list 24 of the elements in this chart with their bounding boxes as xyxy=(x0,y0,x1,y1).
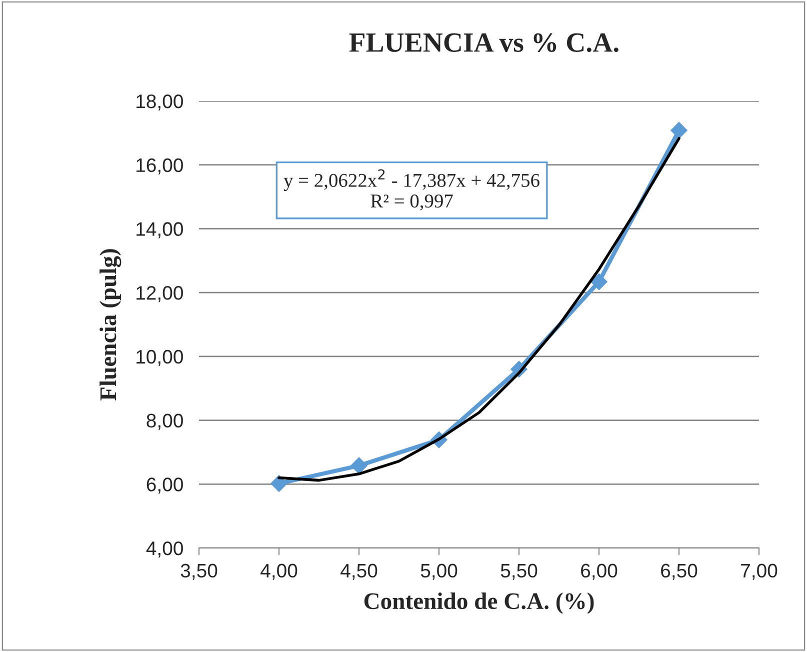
point xyxy=(270,475,288,492)
y-axis-title: Fluencia (pulg) xyxy=(100,249,122,401)
x-tick-label: 3,50 xyxy=(180,564,218,580)
y-tick-label: 12,00 xyxy=(136,286,183,302)
x-tick-label: 4,00 xyxy=(260,564,298,580)
point xyxy=(350,457,368,474)
y-tick-label: 18,00 xyxy=(136,94,183,111)
x-tick-label: 6,50 xyxy=(661,564,698,580)
x-tick-label: 5,00 xyxy=(420,564,458,580)
x-tick-label: 6,00 xyxy=(581,564,618,580)
point xyxy=(670,122,688,139)
y-tick-label: 16,00 xyxy=(136,158,183,174)
y-tick-label: 4,00 xyxy=(146,541,183,558)
x-tick-label: 5,50 xyxy=(500,564,538,580)
x-tick-label: 4,50 xyxy=(340,564,378,580)
y-tick-label: 8,00 xyxy=(146,414,183,430)
point xyxy=(590,273,608,290)
y-tick-label: 6,00 xyxy=(146,478,183,494)
x-axis-title: Contenido de C.A. (%) xyxy=(364,592,594,614)
chart-title: FLUENCIA vs % C.A. xyxy=(349,33,618,52)
y-tick-label: 14,00 xyxy=(136,222,183,238)
y-tick-label: 10,00 xyxy=(136,350,183,366)
x-tick-label: 7,00 xyxy=(741,564,778,580)
annotation: y = 2,0622x$^{2}$ - 17,387x + 42,756 R² = 0,997 xyxy=(284,169,540,210)
